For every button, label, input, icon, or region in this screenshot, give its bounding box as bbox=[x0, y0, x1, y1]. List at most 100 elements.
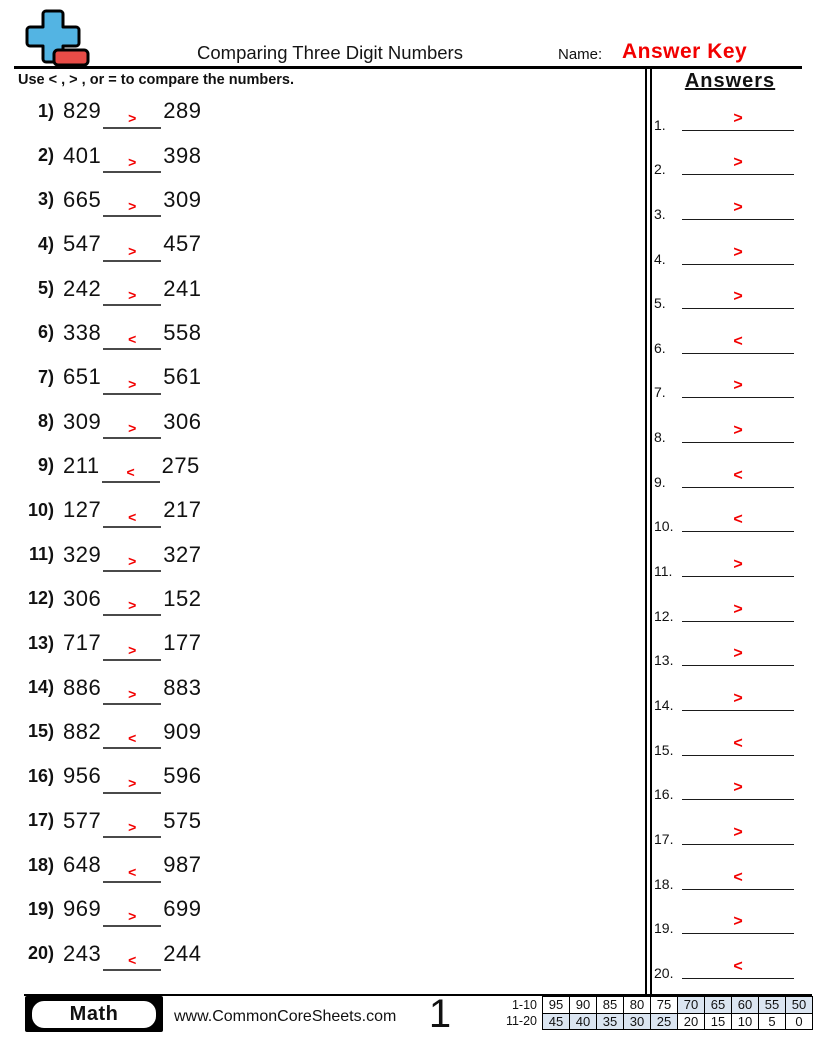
math-badge: Math bbox=[25, 996, 163, 1032]
problems-list: 1) 829 > 289 2) 401 > 398 3) 665 > 309 4… bbox=[18, 89, 628, 976]
problem-number: 3) bbox=[37, 189, 54, 210]
answer-line: > bbox=[682, 378, 794, 399]
grading-cell: 30 bbox=[623, 1012, 651, 1030]
answer-line: < bbox=[682, 512, 794, 533]
problem-row: 11) 329 > 327 bbox=[18, 532, 628, 576]
problem-number: 11) bbox=[28, 544, 54, 565]
answers-list: 1. > 2. > 3. > 4. > 5. > 6. < 7. > 8. > bbox=[652, 91, 808, 984]
right-number: 699 bbox=[163, 896, 202, 922]
answer-symbol: > bbox=[733, 645, 743, 663]
problem-row: 4) 547 > 457 bbox=[18, 222, 628, 266]
grading-cell: 25 bbox=[650, 1012, 678, 1030]
comparison-symbol: > bbox=[128, 109, 137, 126]
problem-number: 9) bbox=[37, 455, 54, 476]
answer-number: 5. bbox=[654, 295, 666, 312]
problem-number: 4) bbox=[37, 233, 54, 254]
left-number: 886 bbox=[63, 674, 102, 700]
answer-number: 9. bbox=[654, 473, 666, 490]
comparison-symbol: < bbox=[128, 331, 137, 348]
comparison-blank: > bbox=[103, 234, 162, 262]
answer-line: < bbox=[682, 735, 794, 756]
problem-number: 12) bbox=[27, 588, 54, 609]
answer-item: 16. > bbox=[652, 761, 808, 806]
comparison-symbol: > bbox=[128, 774, 137, 791]
comparison-blank: > bbox=[103, 544, 162, 573]
comparison-symbol: > bbox=[128, 287, 137, 304]
answer-number: 10. bbox=[654, 518, 674, 535]
math-badge-label: Math bbox=[69, 1002, 119, 1025]
comparison-symbol: > bbox=[128, 375, 137, 392]
comparison-blank: > bbox=[103, 810, 162, 839]
answer-item: 18. < bbox=[652, 850, 808, 895]
problem-number: 1) bbox=[37, 100, 54, 121]
answer-symbol: > bbox=[733, 288, 743, 306]
right-number: 177 bbox=[163, 630, 202, 656]
comparison-symbol: > bbox=[128, 907, 137, 924]
answer-line: < bbox=[682, 332, 794, 354]
comparison-blank: > bbox=[103, 278, 162, 307]
grading-cell: 65 bbox=[704, 996, 732, 1014]
comparison-blank: < bbox=[103, 500, 162, 528]
answer-item: 1. > bbox=[652, 91, 808, 136]
answer-item: 14. > bbox=[652, 671, 808, 716]
comparison-symbol: > bbox=[128, 553, 137, 570]
problem-number: 2) bbox=[37, 145, 54, 166]
grading-cell: 40 bbox=[569, 1012, 597, 1030]
problem-number: 14) bbox=[27, 677, 54, 698]
answer-item: 10. < bbox=[652, 493, 808, 538]
comparison-blank: > bbox=[103, 588, 162, 617]
grading-cell: 45 bbox=[542, 1012, 570, 1030]
answer-item: 3. > bbox=[652, 180, 808, 225]
answer-item: 13. > bbox=[652, 627, 808, 672]
answer-item: 4. > bbox=[652, 225, 808, 270]
grading-cell: 35 bbox=[596, 1012, 624, 1030]
worksheet-title: Comparing Three Digit Numbers bbox=[197, 42, 463, 63]
comparison-symbol: > bbox=[128, 686, 137, 703]
answer-item: 17. > bbox=[652, 805, 808, 850]
grading-cell: 90 bbox=[569, 996, 597, 1014]
comparison-blank: < bbox=[103, 322, 162, 351]
comparison-symbol: > bbox=[128, 420, 137, 437]
grading-cell: 15 bbox=[704, 1012, 732, 1030]
right-number: 289 bbox=[163, 98, 202, 124]
answer-item: 2. > bbox=[652, 136, 808, 181]
answer-symbol: < bbox=[733, 332, 743, 350]
answer-line: > bbox=[682, 110, 794, 131]
comparison-blank: > bbox=[103, 633, 162, 661]
problem-row: 17) 577 > 575 bbox=[18, 799, 628, 843]
answer-number: 18. bbox=[654, 875, 674, 892]
left-number: 956 bbox=[63, 763, 102, 789]
answer-number: 16. bbox=[654, 786, 674, 803]
right-number: 275 bbox=[161, 452, 200, 478]
answer-number: 19. bbox=[654, 920, 674, 937]
problem-number: 15) bbox=[27, 721, 54, 742]
left-number: 547 bbox=[63, 231, 102, 257]
right-number: 217 bbox=[163, 497, 202, 523]
comparison-blank: > bbox=[103, 677, 162, 706]
grading-row-label: 11-20 bbox=[503, 1013, 543, 1030]
left-number: 243 bbox=[63, 940, 102, 966]
problem-number: 20) bbox=[27, 943, 54, 964]
right-number: 398 bbox=[163, 142, 202, 168]
answer-line: > bbox=[682, 244, 794, 265]
problem-number: 8) bbox=[37, 411, 54, 432]
right-number: 244 bbox=[163, 940, 202, 966]
answer-line: > bbox=[682, 823, 794, 845]
answer-symbol: > bbox=[733, 779, 743, 797]
left-number: 577 bbox=[63, 807, 102, 833]
answer-number: 20. bbox=[654, 964, 674, 981]
grading-cell: 20 bbox=[677, 1012, 705, 1030]
problem-row: 16) 956 > 596 bbox=[18, 754, 628, 798]
comparison-symbol: > bbox=[128, 154, 137, 171]
right-number: 909 bbox=[163, 718, 202, 744]
problem-number: 13) bbox=[27, 632, 54, 653]
right-number: 309 bbox=[163, 186, 202, 212]
right-number: 883 bbox=[163, 674, 202, 700]
answer-key-text: Answer Key bbox=[622, 40, 748, 63]
left-number: 969 bbox=[63, 896, 102, 922]
left-number: 338 bbox=[63, 319, 102, 345]
problem-number: 18) bbox=[27, 854, 54, 875]
answer-symbol: > bbox=[733, 823, 743, 841]
problem-row: 7) 651 > 561 bbox=[18, 355, 628, 399]
